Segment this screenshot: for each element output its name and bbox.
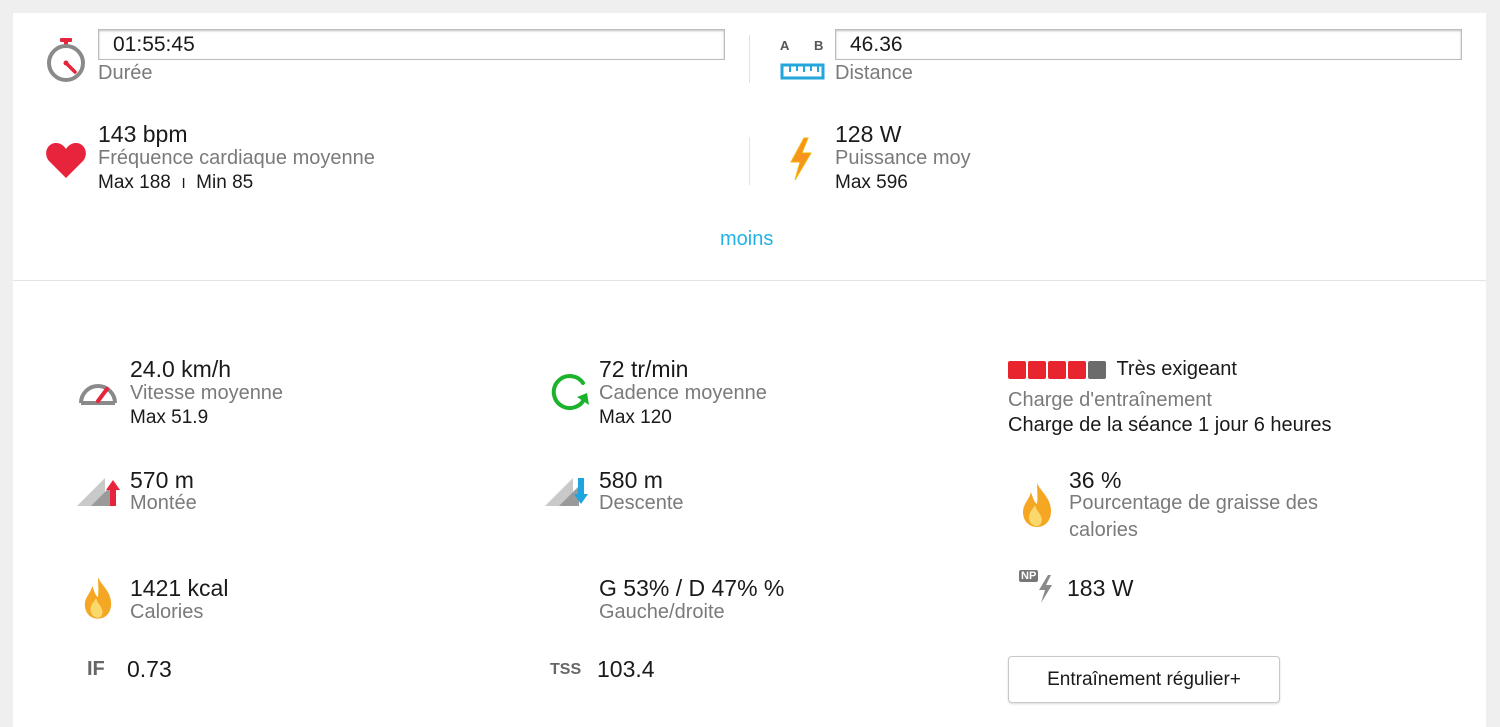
- distance-input[interactable]: [835, 29, 1462, 60]
- point-b-label[interactable]: B: [814, 38, 824, 53]
- divider: [749, 137, 750, 185]
- ascent-label: Montée: [130, 492, 197, 514]
- duration-input[interactable]: [98, 29, 725, 60]
- training-load-level: Très exigeant: [1116, 358, 1237, 380]
- flame-icon: [84, 577, 112, 619]
- cadence-label: Cadence moyenne: [599, 382, 767, 404]
- descent-value: 580 m: [599, 467, 663, 493]
- ascent-icon: [77, 478, 120, 506]
- speed-value: 24.0 km/h: [130, 356, 231, 382]
- descent-icon: [545, 478, 588, 506]
- heart-rate-minmax: Max 188 I Min 85: [98, 172, 253, 194]
- load-square: [1068, 360, 1086, 379]
- np-icon-text: NP: [1019, 570, 1039, 582]
- load-square: [1028, 360, 1046, 379]
- point-a-label[interactable]: A: [780, 38, 790, 53]
- training-load-meter: Très exigeant: [1008, 358, 1237, 381]
- np-icon: NP: [1019, 570, 1055, 606]
- tss-icon: TSS: [550, 661, 582, 678]
- divider: [749, 35, 750, 83]
- if-icon: IF: [87, 658, 105, 680]
- cadence-max: Max 120: [599, 407, 672, 428]
- if-value: 0.73: [127, 656, 172, 682]
- heart-rate-value: 143 bpm: [98, 121, 188, 147]
- load-square: [1008, 360, 1026, 379]
- calories-value: 1421 kcal: [130, 575, 229, 601]
- power-label: Puissance moy: [835, 147, 971, 169]
- fat-label-line2: calories: [1069, 519, 1138, 541]
- power-max: Max 596: [835, 172, 908, 193]
- heart-icon: [46, 143, 86, 178]
- power-value: 128 W: [835, 121, 902, 147]
- distance-label: Distance: [835, 62, 913, 84]
- balance-value: G 53% / D 47% %: [599, 575, 785, 601]
- ascent-value: 570 m: [130, 467, 194, 493]
- flame-icon: [1023, 483, 1051, 527]
- speed-max: Max 51.9: [130, 407, 209, 428]
- summary-panel: Durée A B Distance 143 bpm Fréquence car…: [13, 13, 1486, 281]
- descent-label: Descente: [599, 492, 684, 514]
- training-load-label: Charge d'entraînement: [1008, 389, 1212, 411]
- speed-label: Vitesse moyenne: [130, 382, 284, 404]
- np-value: 183 W: [1067, 575, 1134, 601]
- heart-rate-label: Fréquence cardiaque moyenne: [98, 147, 375, 169]
- cadence-value: 72 tr/min: [599, 356, 689, 382]
- speedometer-icon: [79, 384, 117, 405]
- heart-rate-min: Min 85: [196, 172, 254, 193]
- ruler-icon: [780, 63, 825, 80]
- training-type-button[interactable]: Entraînement régulier+: [1008, 656, 1280, 703]
- cadence-icon: [551, 374, 589, 411]
- stopwatch-icon: [47, 38, 85, 82]
- load-square: [1048, 360, 1066, 379]
- fat-label-line1: Pourcentage de graisse des: [1069, 492, 1319, 514]
- heart-rate-separator: I: [181, 175, 186, 192]
- training-load-session: Charge de la séance 1 jour 6 heures: [1008, 414, 1332, 436]
- fat-value: 36 %: [1069, 467, 1122, 493]
- tss-value: 103.4: [597, 656, 655, 682]
- lightning-icon: [790, 137, 812, 181]
- load-square: [1088, 360, 1106, 379]
- heart-rate-max: Max 188: [98, 172, 171, 193]
- less-link[interactable]: moins: [720, 228, 774, 250]
- calories-label: Calories: [130, 601, 204, 623]
- duration-label: Durée: [98, 62, 153, 84]
- bolt-icon: [1039, 575, 1052, 603]
- balance-label: Gauche/droite: [599, 601, 725, 623]
- details-panel: 24.0 km/h Vitesse moyenne Max 51.9 72 tr…: [13, 281, 1486, 727]
